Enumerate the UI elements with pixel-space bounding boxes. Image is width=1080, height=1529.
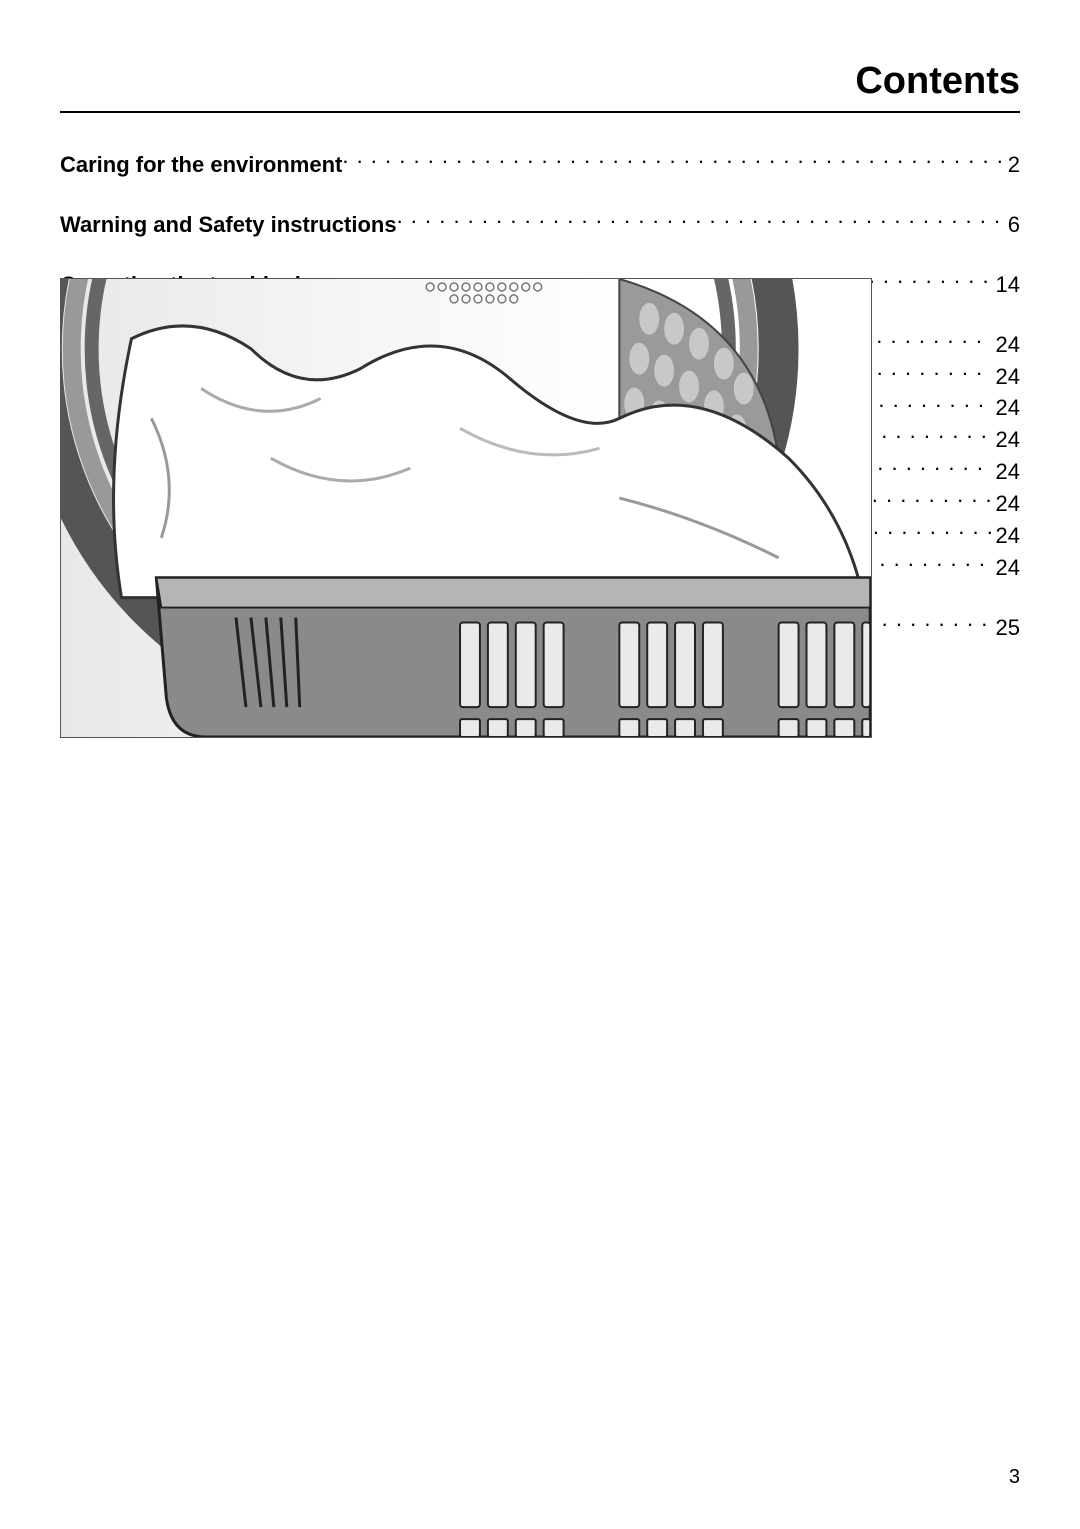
toc-page: 24 [992, 392, 1020, 424]
toc-page: 24 [992, 520, 1020, 552]
toc-page: 24 [992, 424, 1020, 456]
toc-page: 24 [992, 456, 1020, 488]
dryer-laundry-illustration [60, 278, 872, 738]
toc-leader-dots [397, 210, 1004, 232]
page-number: 3 [1009, 1466, 1020, 1489]
page-title: Contents [60, 60, 1020, 103]
toc-page: 24 [992, 329, 1020, 361]
toc-page: 25 [992, 612, 1020, 644]
toc-page: 24 [992, 361, 1020, 393]
toc-page: 2 [1004, 149, 1020, 181]
toc-page: 24 [992, 488, 1020, 520]
toc-page: 14 [992, 269, 1020, 301]
toc-page: 24 [992, 552, 1020, 584]
title-rule [60, 111, 1020, 113]
toc-row: Caring for the environment 2 [60, 149, 1020, 181]
toc-label: Caring for the environment [60, 149, 342, 181]
toc-section: Warning and Safety instructions 6 [60, 209, 1020, 241]
toc-row: Warning and Safety instructions 6 [60, 209, 1020, 241]
toc-leader-dots [342, 150, 1003, 172]
toc-label: Warning and Safety instructions [60, 209, 397, 241]
toc-page: 6 [1004, 209, 1020, 241]
toc-section: Caring for the environment 2 [60, 149, 1020, 181]
